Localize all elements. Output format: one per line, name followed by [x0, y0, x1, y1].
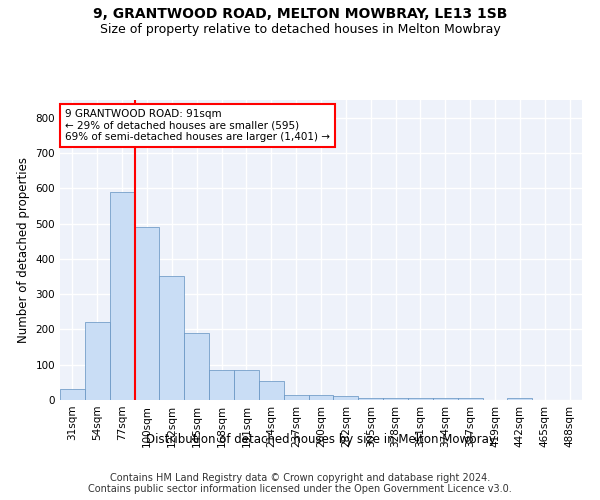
Text: Size of property relative to detached houses in Melton Mowbray: Size of property relative to detached ho…: [100, 22, 500, 36]
Bar: [284, 394, 308, 400]
Bar: [209, 370, 234, 400]
Text: Distribution of detached houses by size in Melton Mowbray: Distribution of detached houses by size …: [146, 432, 496, 446]
Bar: [85, 322, 110, 400]
Text: Contains HM Land Registry data © Crown copyright and database right 2024.: Contains HM Land Registry data © Crown c…: [110, 473, 490, 483]
Bar: [110, 192, 134, 400]
Bar: [60, 390, 85, 400]
Text: 9 GRANTWOOD ROAD: 91sqm
← 29% of detached houses are smaller (595)
69% of semi-d: 9 GRANTWOOD ROAD: 91sqm ← 29% of detache…: [65, 109, 330, 142]
Y-axis label: Number of detached properties: Number of detached properties: [17, 157, 30, 343]
Bar: [234, 370, 259, 400]
Text: Contains public sector information licensed under the Open Government Licence v3: Contains public sector information licen…: [88, 484, 512, 494]
Bar: [508, 398, 532, 400]
Bar: [383, 398, 408, 400]
Bar: [184, 333, 209, 400]
Bar: [308, 394, 334, 400]
Bar: [408, 398, 433, 400]
Bar: [160, 276, 184, 400]
Bar: [358, 398, 383, 400]
Bar: [134, 227, 160, 400]
Bar: [458, 398, 482, 400]
Bar: [259, 380, 284, 400]
Text: 9, GRANTWOOD ROAD, MELTON MOWBRAY, LE13 1SB: 9, GRANTWOOD ROAD, MELTON MOWBRAY, LE13 …: [93, 6, 507, 20]
Bar: [433, 398, 458, 400]
Bar: [334, 396, 358, 400]
